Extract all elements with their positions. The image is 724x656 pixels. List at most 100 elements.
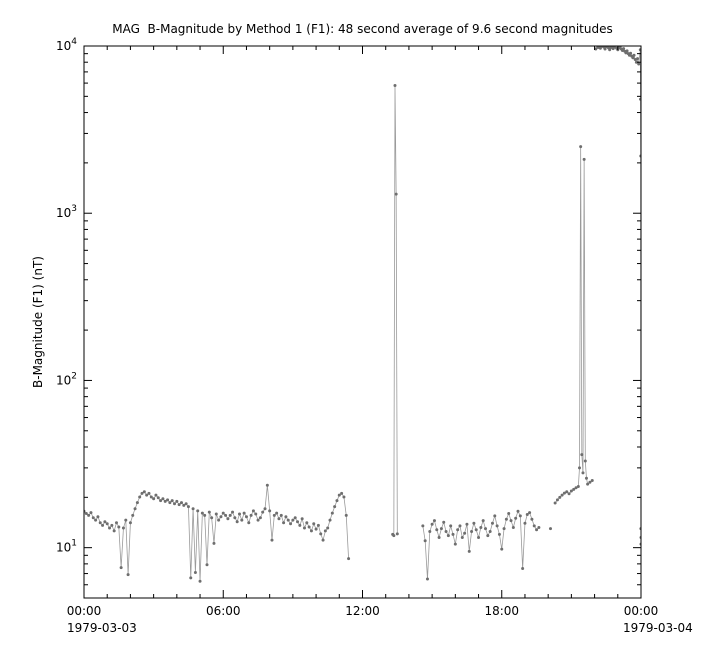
data-point xyxy=(484,527,487,531)
data-point xyxy=(228,513,232,517)
data-point xyxy=(631,56,635,60)
data-point xyxy=(233,516,237,520)
data-point xyxy=(548,527,552,531)
data-point xyxy=(305,521,309,525)
data-point xyxy=(89,511,93,515)
data-point xyxy=(518,514,522,518)
data-point xyxy=(553,501,557,505)
data-point xyxy=(580,453,584,457)
data-point xyxy=(291,518,295,522)
data-point xyxy=(481,519,485,523)
data-point xyxy=(275,511,279,515)
data-point xyxy=(523,521,527,525)
data-point xyxy=(182,503,186,507)
x-tick-label: 18:00 xyxy=(484,604,519,618)
data-point xyxy=(207,510,211,514)
x-tick-label: 06:00 xyxy=(206,604,241,618)
data-point xyxy=(507,512,511,516)
data-point xyxy=(516,509,520,513)
data-point xyxy=(244,515,248,519)
x-tick-label: 00:00 xyxy=(67,604,102,618)
data-point xyxy=(395,532,399,536)
data-point xyxy=(588,480,592,484)
data-point xyxy=(261,510,265,514)
data-point xyxy=(574,486,578,490)
data-point xyxy=(394,192,398,196)
data-point xyxy=(251,509,255,513)
data-point xyxy=(159,499,163,503)
data-point xyxy=(319,532,323,536)
data-point xyxy=(265,483,269,487)
data-point xyxy=(603,47,607,51)
data-point xyxy=(298,523,302,527)
data-point xyxy=(105,522,109,526)
data-point xyxy=(293,516,297,520)
data-point xyxy=(612,46,616,49)
data-point xyxy=(149,495,153,499)
axes-frame xyxy=(83,45,642,599)
data-point xyxy=(226,517,230,521)
data-point xyxy=(240,518,244,522)
data-point xyxy=(142,490,146,494)
data-point xyxy=(423,539,427,543)
data-point xyxy=(565,490,569,494)
data-point xyxy=(584,476,588,480)
data-point xyxy=(98,521,102,525)
data-point xyxy=(576,485,580,489)
data-point xyxy=(84,512,88,516)
data-point xyxy=(121,526,125,530)
data-point xyxy=(96,515,100,519)
data-point xyxy=(133,507,137,511)
data-point xyxy=(326,526,330,530)
data-series xyxy=(84,46,641,583)
data-point xyxy=(532,524,536,528)
data-point xyxy=(205,563,209,567)
data-point xyxy=(629,51,633,55)
data-point xyxy=(242,511,246,515)
data-point xyxy=(217,518,221,522)
data-point xyxy=(562,491,566,495)
data-point xyxy=(442,520,446,524)
data-point xyxy=(493,514,497,518)
data-point xyxy=(254,512,258,516)
data-point xyxy=(272,513,276,517)
x-axis-date-right: 1979-03-04 xyxy=(623,621,693,635)
data-point xyxy=(128,521,132,525)
data-point xyxy=(152,497,156,501)
data-point xyxy=(328,518,332,522)
data-point xyxy=(161,497,165,501)
data-point xyxy=(425,577,429,581)
data-point xyxy=(219,515,223,519)
y-tick-label: 104 xyxy=(56,37,77,53)
data-point xyxy=(179,501,183,505)
data-point xyxy=(479,526,483,529)
data-point xyxy=(154,493,158,497)
data-point xyxy=(509,519,513,523)
data-point xyxy=(110,523,114,527)
data-point xyxy=(258,516,262,520)
data-point xyxy=(421,524,425,528)
data-point xyxy=(140,491,144,495)
data-point xyxy=(231,510,235,514)
data-point xyxy=(514,516,518,520)
data-point xyxy=(147,491,151,495)
data-point xyxy=(504,517,508,521)
data-point xyxy=(138,495,142,499)
data-point xyxy=(451,532,455,536)
data-point xyxy=(87,513,91,517)
data-point xyxy=(270,538,274,542)
data-point xyxy=(474,528,478,532)
data-point xyxy=(296,520,300,524)
data-point xyxy=(224,513,228,517)
data-point xyxy=(114,521,118,525)
data-point xyxy=(256,518,260,522)
data-point xyxy=(537,526,541,529)
data-point xyxy=(393,84,397,88)
data-point xyxy=(342,495,346,499)
data-point xyxy=(555,498,559,502)
data-point xyxy=(460,536,464,540)
data-point xyxy=(300,517,304,521)
data-point xyxy=(177,503,181,507)
data-point xyxy=(249,513,253,517)
data-point xyxy=(330,511,334,515)
